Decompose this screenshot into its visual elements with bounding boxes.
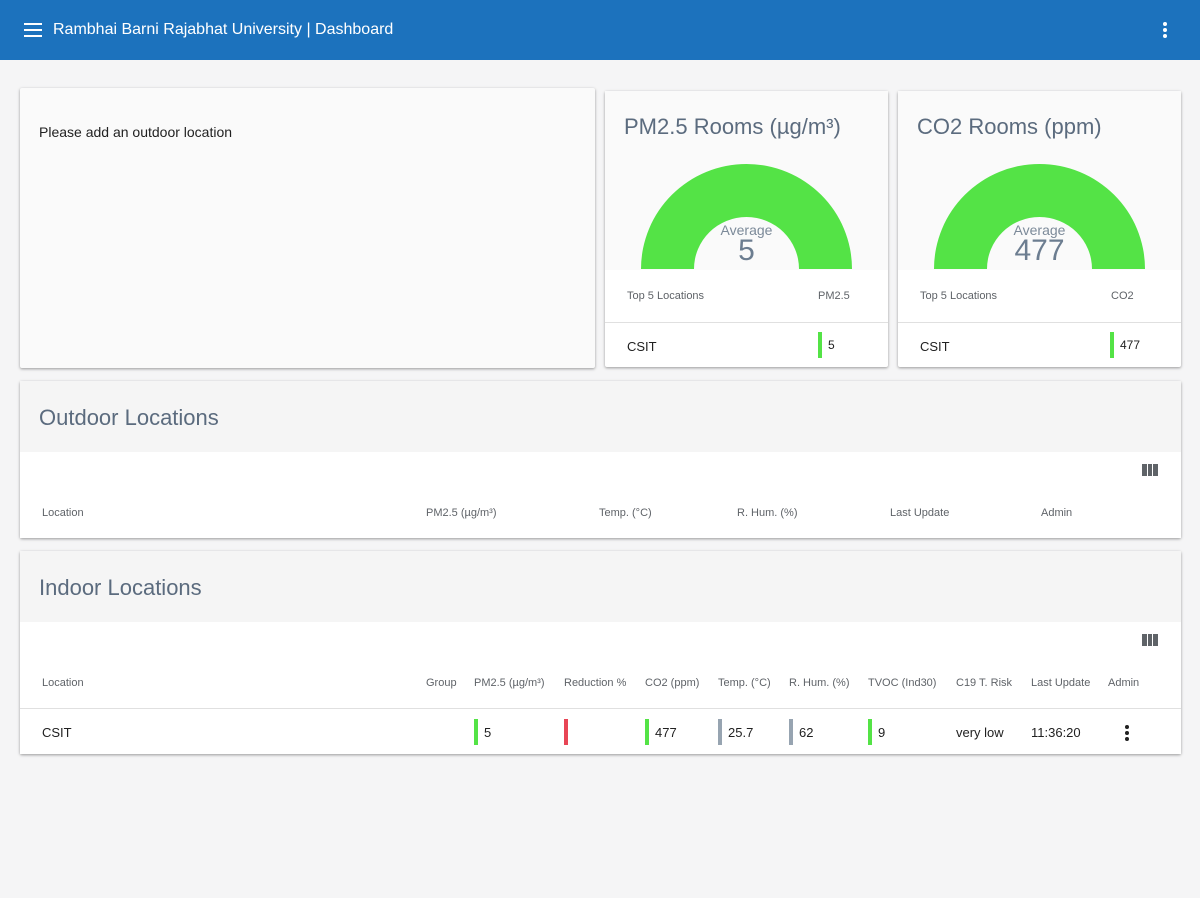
indoor-locations-card: Indoor Locations Location Group PM2.5 (µ… [20, 551, 1181, 754]
co2-gauge [934, 164, 1145, 269]
pm25-gauge [641, 164, 852, 269]
co2-top-location-value: 477 [1120, 338, 1141, 352]
outdoor-notice-message: Please add an outdoor location [39, 124, 233, 140]
col-header-location[interactable]: Location [42, 507, 84, 519]
pm25-average-value: 5 [738, 234, 755, 267]
col-header-humidity[interactable]: R. Hum. (%) [737, 507, 798, 519]
col-header-location[interactable]: Location [42, 677, 84, 689]
col-header-reduction[interactable]: Reduction % [564, 677, 627, 689]
indoor-locations-table: Location Group PM2.5 (µg/m³) Reduction %… [20, 622, 1181, 754]
row-location-name[interactable]: CSIT [42, 725, 72, 740]
col-header-last-update[interactable]: Last Update [890, 507, 950, 519]
more-vert-icon[interactable] [1122, 725, 1132, 743]
co2-status-bar [645, 719, 649, 745]
divider [898, 322, 1181, 323]
row-tvoc-value: 9 [878, 725, 886, 740]
pm25-status-bar [474, 719, 478, 745]
app-title: Rambhai Barni Rajabhat University | Dash… [53, 21, 394, 38]
co2-gauge-arc [934, 164, 1145, 269]
view-column-icon[interactable] [1142, 634, 1159, 646]
co2-top-location-name[interactable]: CSIT [920, 339, 950, 354]
co2-gauge-header: CO2 Rooms (ppm) Average 477 [898, 91, 1181, 270]
pm25-average-label: Average [720, 222, 773, 238]
outdoor-locations-card: Outdoor Locations Location PM2.5 (µg/m³)… [20, 381, 1181, 538]
co2-rooms-card: CO2 Rooms (ppm) Average 477 Top 5 Locati… [898, 91, 1181, 367]
col-header-c19-risk[interactable]: C19 T. Risk [956, 677, 1013, 689]
row-last-update: 11:36:20 [1031, 725, 1081, 740]
col-header-last-update[interactable]: Last Update [1031, 677, 1091, 689]
col-header-temp[interactable]: Temp. (°C) [599, 507, 652, 519]
pm25-rooms-card: PM2.5 Rooms (µg/m³) Average 5 Top 5 Loca… [605, 91, 888, 367]
indoor-section-title: Indoor Locations [39, 575, 202, 600]
pm25-top-location-name[interactable]: CSIT [627, 339, 657, 354]
pm25-top-location-value: 5 [828, 338, 835, 352]
col-header-pm25[interactable]: PM2.5 (µg/m³) [474, 677, 545, 689]
col-header-group[interactable]: Group [426, 677, 457, 689]
col-header-pm25[interactable]: PM2.5 (µg/m³) [426, 507, 497, 519]
row-c19-risk: very low [956, 725, 1004, 740]
humidity-status-bar [789, 719, 793, 745]
co2-status-bar [1110, 332, 1114, 358]
col-header-admin: Admin [1108, 677, 1140, 689]
view-column-icon[interactable] [1142, 464, 1159, 476]
app-bar: Rambhai Barni Rajabhat University | Dash… [0, 0, 1200, 60]
co2-metric-header: CO2 [1111, 290, 1134, 302]
col-header-temp[interactable]: Temp. (°C) [718, 677, 771, 689]
more-vert-icon[interactable] [1158, 22, 1172, 40]
row-humidity-value: 62 [799, 725, 814, 740]
co2-average-label: Average [1013, 222, 1066, 238]
pm25-status-bar [818, 332, 822, 358]
temp-status-bar [718, 719, 722, 745]
col-header-admin: Admin [1041, 507, 1073, 519]
row-co2-value: 477 [655, 725, 677, 740]
reduction-status-bar [564, 719, 568, 745]
row-temp-value: 25.7 [728, 725, 754, 740]
divider [605, 322, 888, 323]
co2-average-value: 477 [1014, 234, 1065, 267]
outdoor-locations-table: Location PM2.5 (µg/m³) Temp. (°C) R. Hum… [20, 452, 1181, 538]
pm25-gauge-title: PM2.5 Rooms (µg/m³) [624, 114, 841, 139]
col-header-tvoc[interactable]: TVOC (Ind30) [868, 677, 937, 689]
co2-top-locations-header: Top 5 Locations [920, 290, 998, 302]
hamburger-menu-icon[interactable] [24, 23, 44, 39]
pm25-top-locations-header: Top 5 Locations [627, 290, 705, 302]
col-header-humidity[interactable]: R. Hum. (%) [789, 677, 850, 689]
divider [20, 708, 1181, 709]
outdoor-section-title: Outdoor Locations [39, 405, 219, 430]
row-pm25-value: 5 [484, 725, 492, 740]
pm25-gauge-header: PM2.5 Rooms (µg/m³) Average 5 [605, 91, 888, 270]
outdoor-location-notice-card: Please add an outdoor location [20, 88, 595, 368]
indoor-section-header: Indoor Locations [20, 551, 1181, 622]
co2-gauge-title: CO2 Rooms (ppm) [917, 114, 1102, 139]
col-header-co2[interactable]: CO2 (ppm) [645, 677, 700, 689]
tvoc-status-bar [868, 719, 872, 745]
pm25-gauge-arc [641, 164, 852, 269]
outdoor-section-header: Outdoor Locations [20, 381, 1181, 452]
pm25-metric-header: PM2.5 [818, 290, 850, 302]
